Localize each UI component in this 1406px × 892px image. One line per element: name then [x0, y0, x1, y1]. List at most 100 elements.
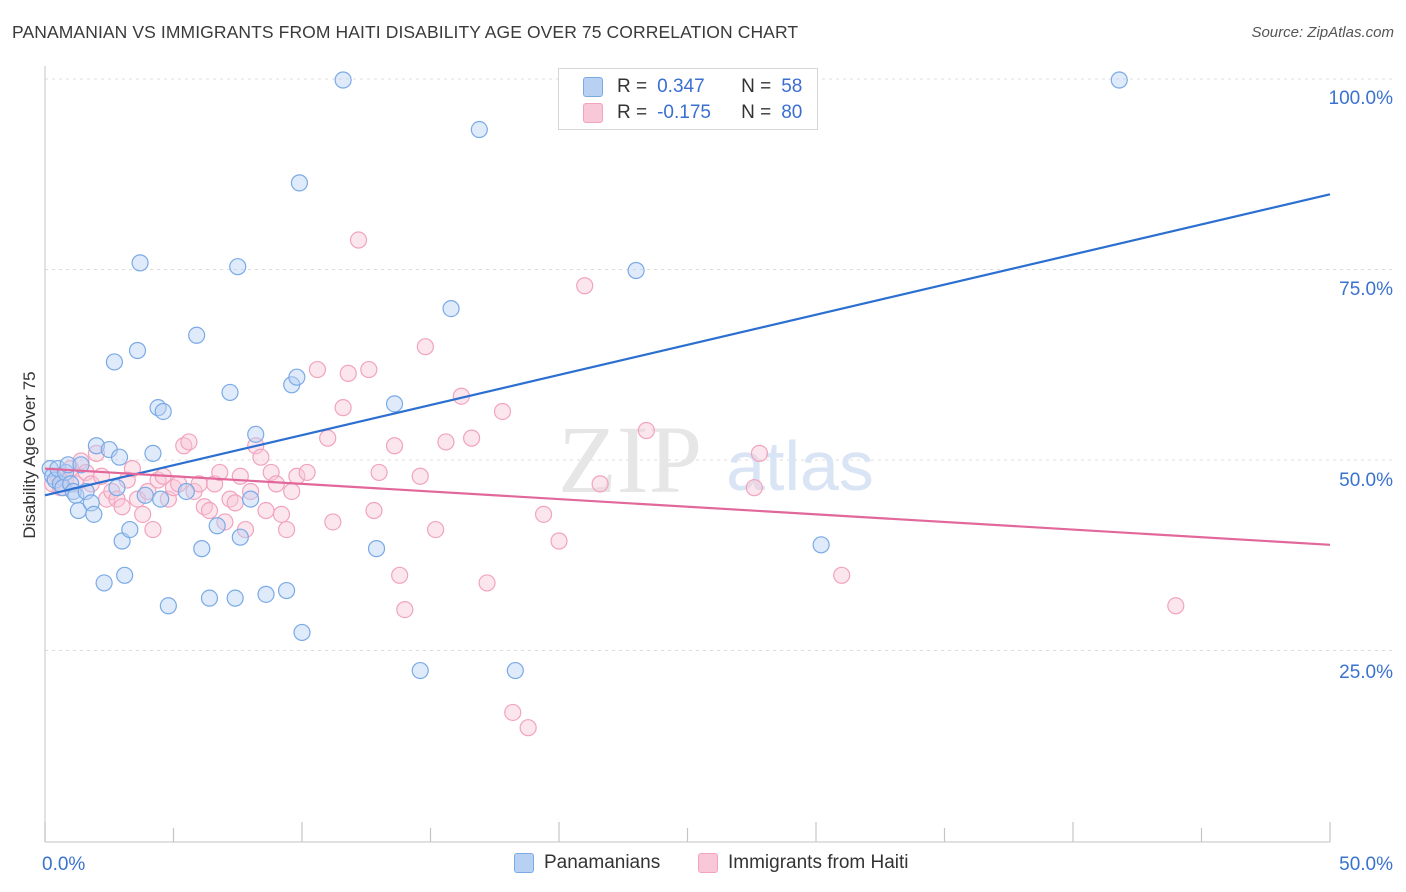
legend-row-panamanians: R = 0.347 N = 58 — [583, 75, 802, 99]
haiti-point — [211, 463, 229, 482]
panamanians-point — [108, 479, 126, 497]
haiti-point — [267, 475, 285, 493]
legend-n-label: N = — [741, 76, 772, 97]
panamanians-point — [87, 437, 106, 455]
y-tick-label: 75.0% — [1339, 279, 1393, 300]
watermark: ZIP atlas — [558, 406, 874, 513]
panamanians-point — [288, 368, 306, 386]
haiti-point — [519, 719, 537, 737]
haiti-point — [385, 437, 404, 455]
panamanians-point — [812, 536, 830, 554]
y-tick-label: 50.0% — [1339, 470, 1393, 491]
haiti-point — [180, 433, 198, 451]
haiti-point — [411, 467, 429, 485]
trendline-panamanians — [44, 193, 1331, 497]
panamanians-point — [95, 574, 113, 592]
panamanians-point — [385, 395, 404, 413]
trend-lines — [44, 193, 1331, 546]
haiti-point — [277, 520, 296, 539]
axis-labels: 25.0% 50.0% 75.0% 100.0% 0.0% 50.0% Disability… — [20, 88, 1393, 875]
haiti-point — [416, 338, 434, 356]
haiti-point — [745, 479, 763, 497]
panamanians-point — [154, 402, 172, 421]
haiti-point — [370, 463, 388, 482]
panamanians-point — [200, 589, 219, 607]
haiti-point — [1167, 597, 1185, 615]
haiti-point — [283, 482, 301, 501]
panamanians-point — [221, 383, 239, 402]
y-axis-label: Disability Age Over 75 — [20, 371, 39, 538]
haiti-point — [226, 494, 244, 512]
source-credit: Source: ZipAtlas.com — [1251, 24, 1394, 41]
panamanians-point — [144, 444, 162, 462]
legend-n-value: 58 — [781, 76, 803, 97]
panamanians-point — [242, 490, 260, 508]
panamanians-point — [116, 566, 134, 584]
bottom-legend-label: Panamanians — [544, 852, 661, 873]
watermark-zip: ZIP — [558, 406, 702, 513]
panamanians-point — [177, 482, 195, 501]
haiti-point — [360, 360, 378, 379]
legend-row-haiti: R = -0.175 N = 80 — [583, 101, 802, 125]
haiti-point — [349, 231, 368, 249]
legend-swatch-panamanians — [583, 77, 603, 97]
chart-title: PANAMANIAN VS IMMIGRANTS FROM HAITI DISA… — [12, 22, 799, 42]
grid-lines — [45, 78, 1395, 651]
panamanians-point — [193, 540, 211, 558]
series-panamanians-points — [41, 71, 1128, 680]
axes — [44, 66, 1331, 843]
haiti-point — [833, 566, 851, 584]
legend-n-value: 80 — [781, 102, 803, 123]
bottom-legend-panamanians: Panamanians — [514, 852, 660, 874]
haiti-point — [319, 429, 337, 447]
haiti-point — [437, 433, 455, 451]
haiti-point — [396, 600, 414, 619]
bottom-legend-haiti: Immigrants from Haiti — [698, 852, 909, 874]
haiti-point — [478, 574, 496, 592]
panamanians-point — [293, 623, 311, 642]
watermark-atlas: atlas — [726, 427, 874, 505]
bottom-legend-label: Immigrants from Haiti — [728, 852, 909, 873]
legend-n-label: N = — [741, 102, 772, 123]
haiti-point — [750, 444, 769, 462]
panamanians-point — [506, 661, 524, 680]
haiti-point — [504, 703, 522, 722]
legend-r-label: R = — [617, 102, 648, 123]
haiti-point — [257, 501, 275, 520]
panamanians-point — [247, 425, 265, 443]
haiti-point — [391, 566, 409, 584]
panamanians-point — [208, 517, 226, 535]
haiti-point — [216, 513, 234, 531]
panamanians-point — [85, 505, 103, 523]
haiti-point — [272, 505, 291, 523]
haiti-point — [200, 501, 219, 520]
haiti-point — [576, 277, 594, 295]
trendline-haiti — [44, 467, 1331, 546]
panamanians-point — [334, 71, 352, 89]
panamanians-point — [121, 520, 139, 539]
panamanians-point — [105, 353, 123, 371]
panamanians-point — [159, 597, 177, 615]
haiti-point — [144, 520, 162, 539]
panamanians-point — [277, 581, 296, 600]
panamanians-point — [367, 540, 386, 558]
haiti-point — [591, 475, 609, 493]
haiti-point — [334, 399, 352, 417]
panamanians-point — [226, 589, 244, 607]
haiti-point — [427, 520, 445, 539]
panamanians-point — [290, 174, 309, 192]
x-tick-label: 0.0% — [42, 854, 85, 875]
panamanians-point — [229, 258, 247, 276]
panamanians-point — [188, 326, 206, 344]
haiti-point — [534, 505, 553, 523]
correlation-legend: R = 0.347 N = 58 R = -0.175 N = 80 — [558, 68, 818, 130]
panamanians-point — [152, 490, 170, 508]
legend-r-label: R = — [617, 76, 648, 97]
panamanians-point — [131, 254, 149, 272]
bottom-legend-swatch-panamanians — [514, 853, 534, 873]
haiti-point — [463, 429, 481, 447]
haiti-point — [637, 421, 655, 440]
panamanians-point — [72, 456, 90, 474]
panamanians-point — [442, 300, 460, 318]
bottom-legend-swatch-haiti — [698, 853, 718, 873]
